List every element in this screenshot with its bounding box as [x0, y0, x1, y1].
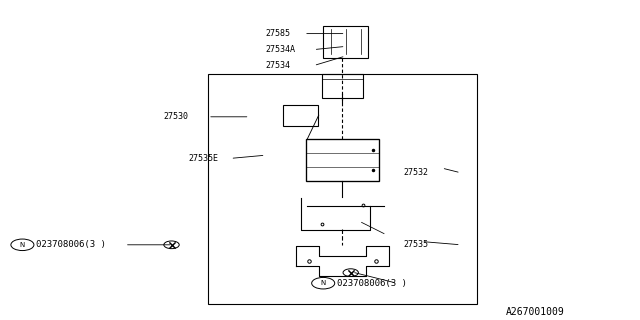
Bar: [208, 74, 477, 304]
Text: N: N: [321, 280, 326, 286]
Bar: [306, 139, 380, 181]
Text: 27530: 27530: [163, 112, 188, 121]
Bar: [283, 105, 319, 126]
Text: N: N: [20, 242, 25, 248]
Text: 27535: 27535: [403, 240, 428, 249]
Text: 27534A: 27534A: [266, 45, 296, 54]
Text: 27585: 27585: [266, 29, 291, 38]
Text: A267001009: A267001009: [506, 307, 564, 317]
Text: 27535E: 27535E: [189, 154, 219, 163]
Text: 023708006(3 ): 023708006(3 ): [36, 240, 106, 249]
Text: 27534: 27534: [266, 61, 291, 70]
Bar: [322, 75, 364, 99]
Text: 023708006(3 ): 023708006(3 ): [337, 279, 406, 288]
Bar: [323, 26, 368, 58]
Text: 27532: 27532: [403, 168, 428, 177]
